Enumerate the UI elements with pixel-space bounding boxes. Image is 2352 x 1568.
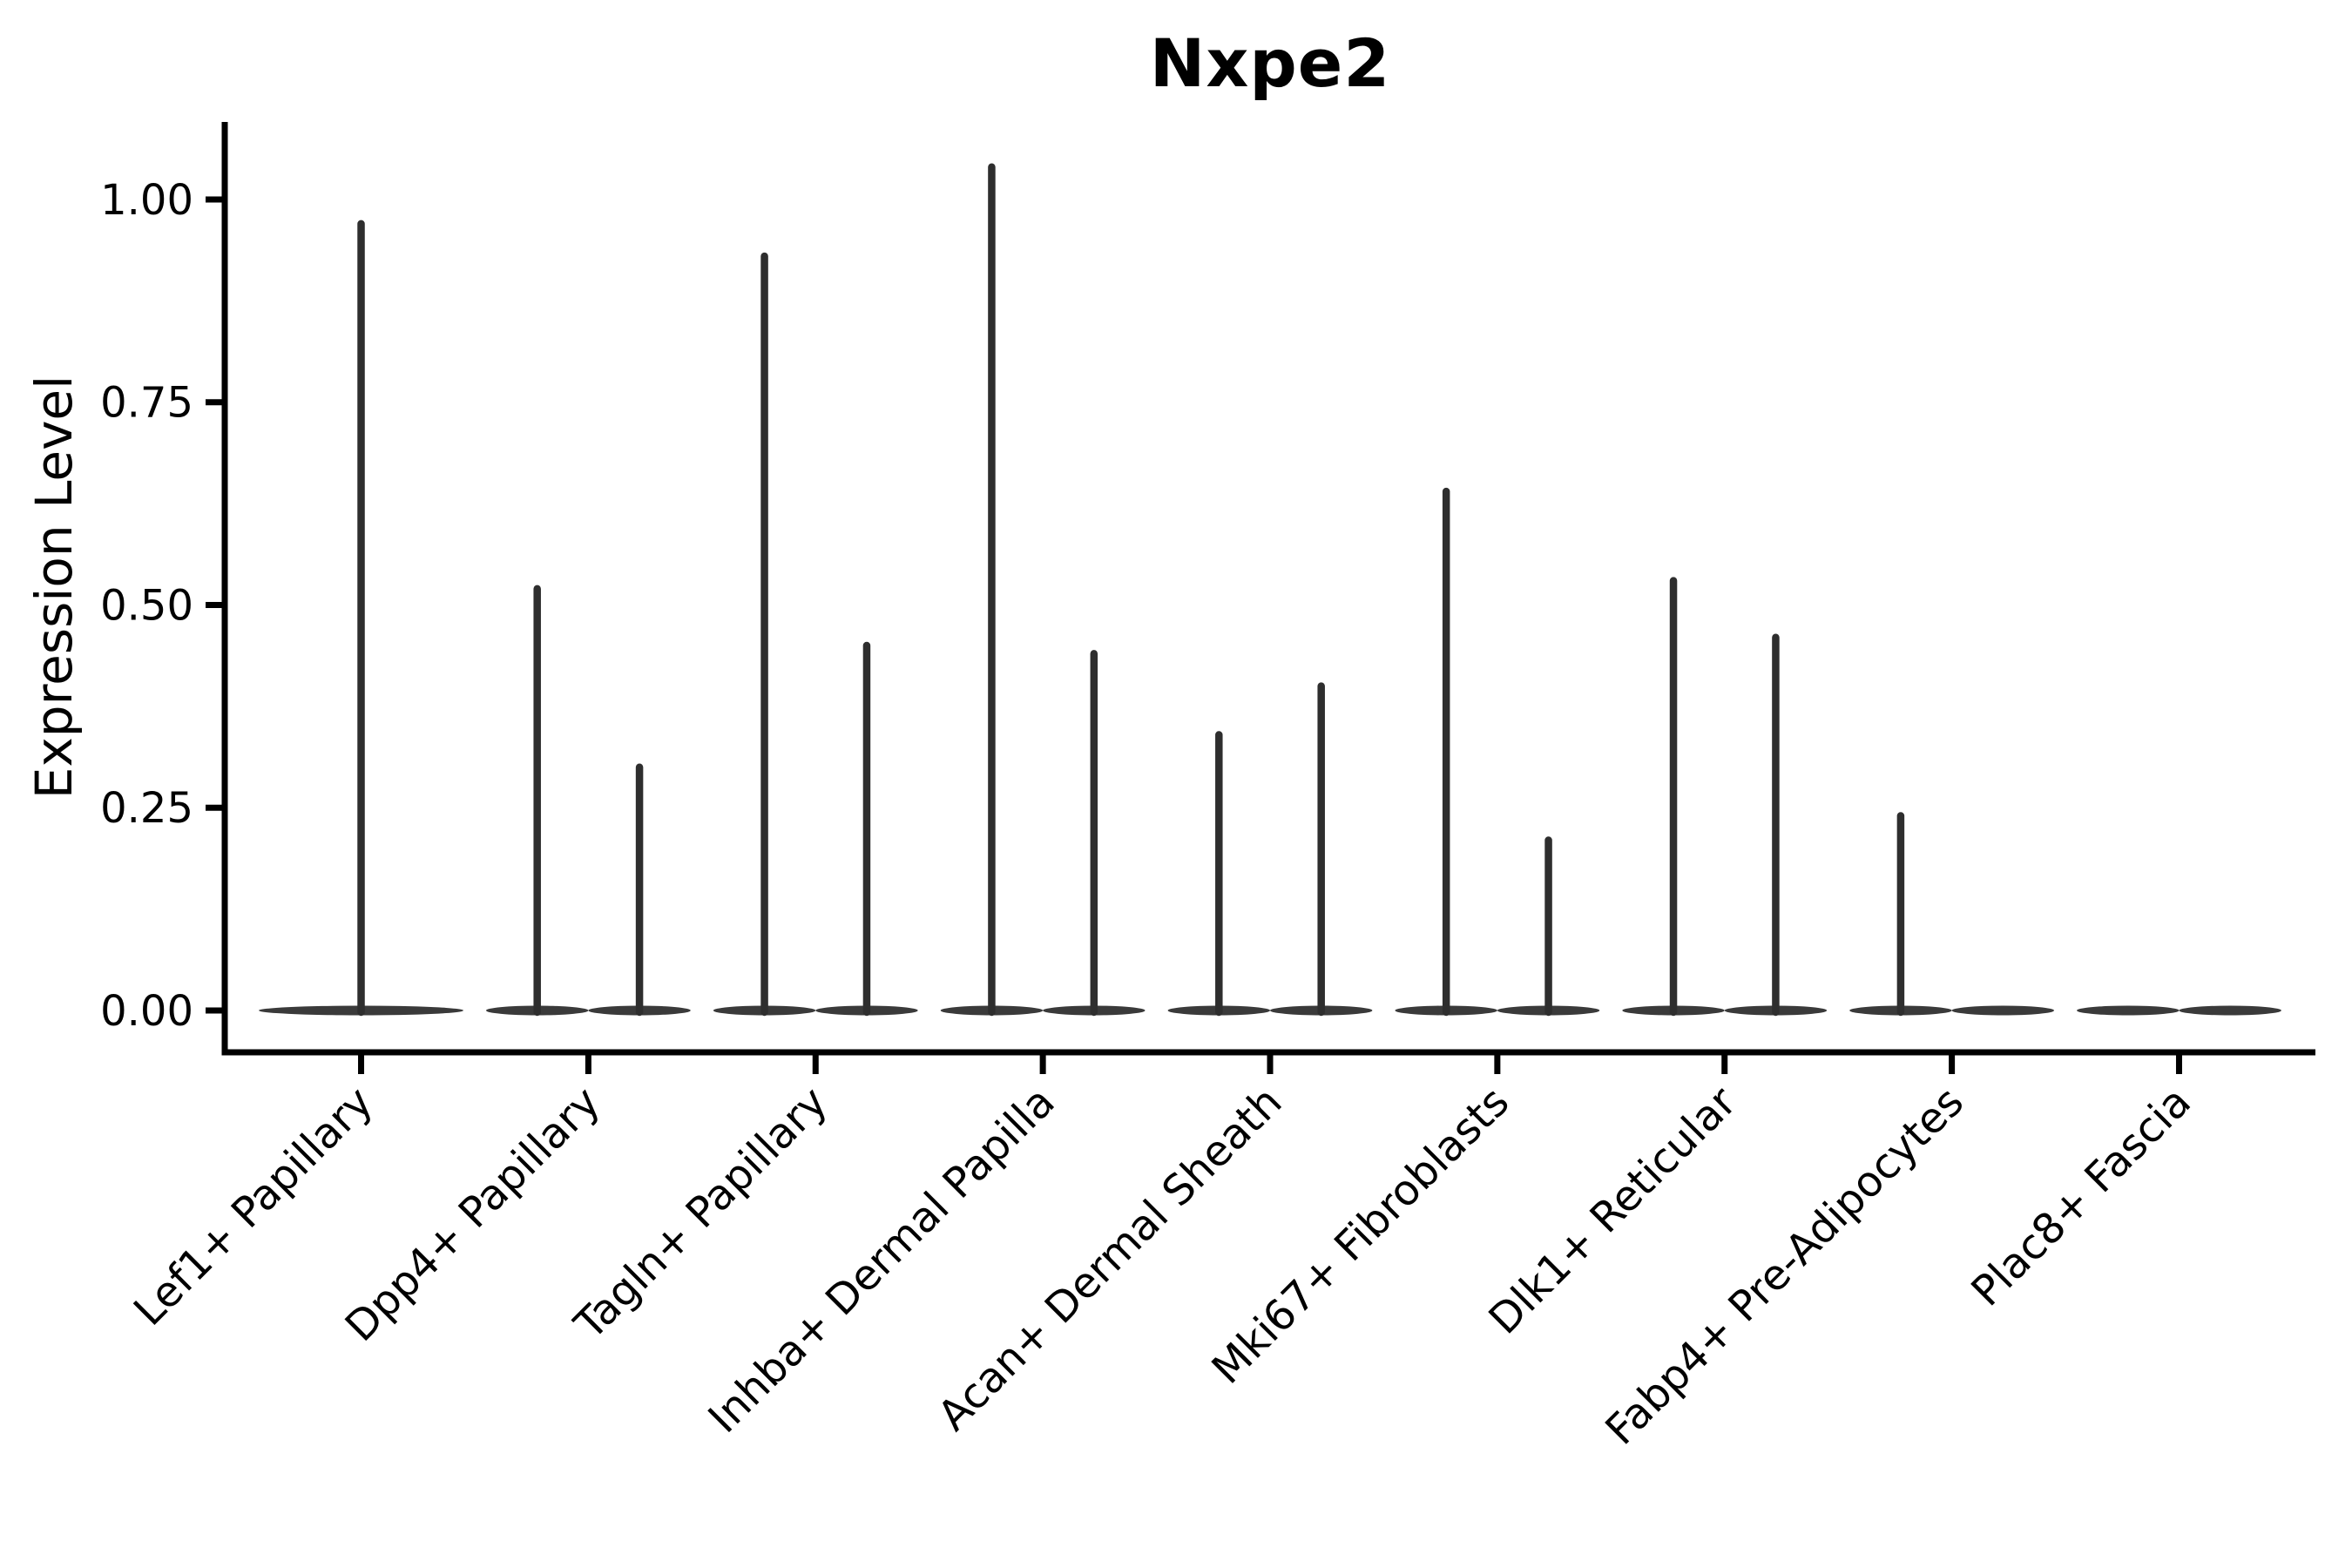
violin-base: [1951, 1005, 2055, 1016]
x-tick-label: Fabp4+ Pre-Adipocytes: [1596, 1078, 1973, 1455]
violin-base: [2179, 1005, 2281, 1016]
y-tick-label: 0.25: [100, 784, 193, 833]
x-tick-label: Dpp4+ Papillary: [336, 1078, 610, 1351]
y-tick-label: 0.75: [100, 379, 193, 428]
chart-title: Nxpe2: [1149, 24, 1391, 102]
x-tick-label: Plac8+ Fascia: [1962, 1078, 2200, 1316]
x-tick-label: Tagln+ Papillary: [564, 1078, 836, 1349]
violin-base: [2077, 1005, 2180, 1016]
y-tick-label: 1.00: [100, 176, 193, 225]
x-tick-label: Dlk1+ Reticular: [1480, 1078, 1747, 1344]
y-tick-label: 0.50: [100, 581, 193, 630]
y-tick-label: 0.00: [100, 987, 193, 1036]
x-tick-label: Lef1+ Papillary: [125, 1078, 382, 1335]
